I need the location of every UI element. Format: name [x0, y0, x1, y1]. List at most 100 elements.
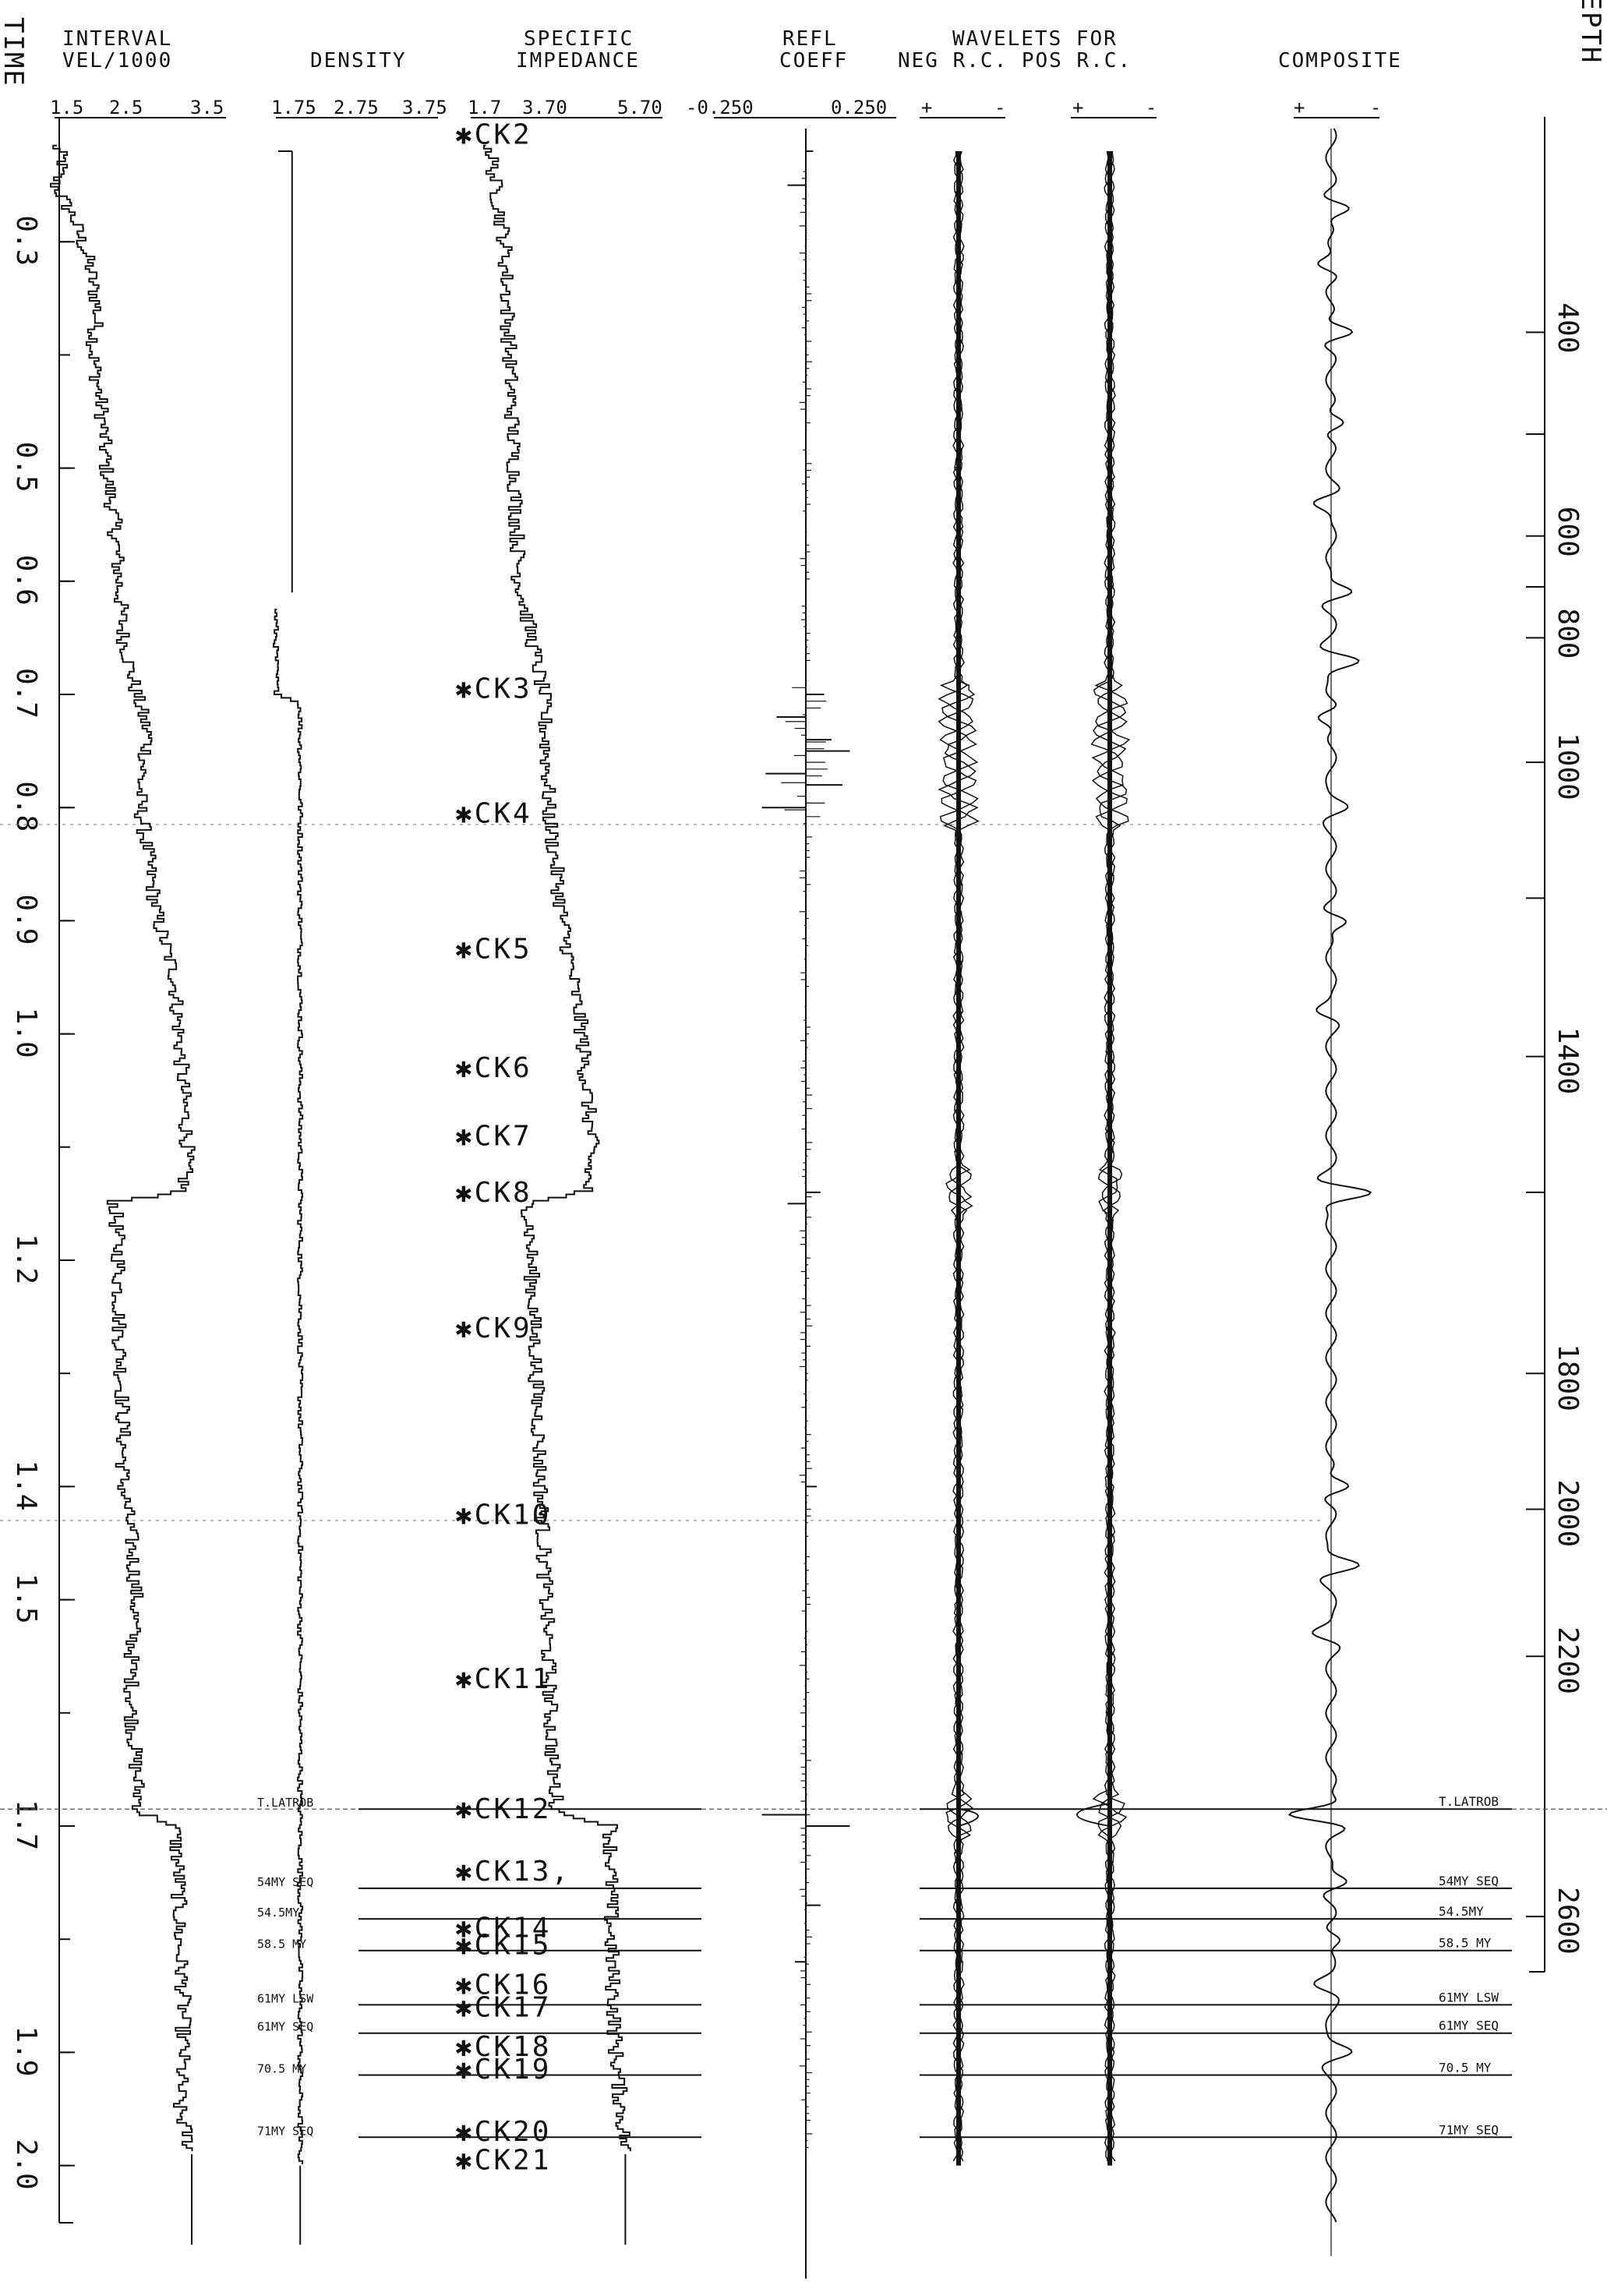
checkshot-label: ✱CK10 — [455, 1499, 551, 1531]
interval-velocity-track — [50, 144, 196, 2245]
time-tick-label: 1.0 — [10, 1008, 42, 1058]
refl-scale-2: 0.250 — [831, 97, 887, 118]
header-impedance-2: IMPEDANCE — [516, 49, 640, 72]
checkshot-label: ✱CK5 — [455, 934, 532, 966]
time-tick-label: 2.0 — [10, 2139, 42, 2190]
checkshot-label: ✱CK12 — [455, 1793, 551, 1825]
pos-wavelet-minus: - — [1146, 97, 1157, 118]
wavelet-curve — [1091, 150, 1131, 2162]
horizon-label-left: T.LATROB — [257, 1796, 313, 1810]
horizon-label-left: 71MY SEQ — [257, 2124, 313, 2138]
neg-wavelet-plus: + — [921, 97, 932, 118]
time-tick-label: 1.5 — [10, 1574, 42, 1624]
horizon-label-right: 58.5 MY — [1439, 1936, 1492, 1951]
vel-scale-3: 3.5 — [190, 97, 224, 118]
depth-tick-label: 400 — [1552, 302, 1584, 353]
header-interval-velocity-2: VEL/1000 — [62, 49, 172, 72]
checkshot-label: ✱CK13, — [455, 1856, 570, 1888]
horizon-label-right: 54.5MY — [1439, 1904, 1484, 1919]
time-tick-label: 0.6 — [10, 555, 42, 606]
density-track — [273, 150, 304, 2245]
header-refl-2: COEFF — [779, 49, 848, 72]
time-tick-label: 0.9 — [10, 894, 42, 945]
specific-impedance-track — [483, 144, 631, 2245]
checkshot-label: ✱CK17 — [455, 1991, 551, 2023]
checkshot-label: ✱CK21 — [455, 2144, 551, 2176]
horizon-label-left: 61MY LSW — [257, 1991, 314, 2005]
horizon-label-left: 54.5MY — [257, 1906, 299, 1920]
interval-velocity-curve — [50, 144, 196, 2152]
specific-impedance-curve — [483, 144, 631, 2152]
pos-rc-wavelet-track — [1076, 150, 1131, 2166]
imp-scale-1: 1.7 — [468, 97, 501, 118]
header-wavelets-2: NEG R.C. POS R.C. — [898, 49, 1132, 72]
checkshot-label: ✱CK8 — [455, 1177, 532, 1209]
time-tick-label: 1.9 — [10, 2026, 42, 2076]
horizon-lines: T.LATROB T.LATROB 54MY SEQ 54MY SEQ 54.5MY 54… — [0, 824, 1607, 2139]
horizon-label-right: T.LATROB — [1439, 1794, 1499, 1809]
header-impedance-1: SPECIFIC — [524, 27, 634, 51]
checkshot-label: ✱CK18 — [455, 2031, 551, 2063]
dens-scale-2: 2.75 — [334, 97, 379, 118]
depth-axis-title: DEPTH — [1575, 0, 1606, 64]
time-tick-label: 1.2 — [10, 1234, 42, 1284]
depth-tick-label: 800 — [1552, 608, 1584, 659]
composite-trace-track — [1287, 128, 1372, 2256]
composite-minus: - — [1370, 97, 1381, 118]
wavelet-curve — [1092, 150, 1128, 2162]
checkshot-label: ✱CK15 — [455, 1929, 551, 1961]
imp-scale-3: 5.70 — [617, 97, 662, 118]
time-tick-label: 1.4 — [10, 1460, 42, 1510]
horizon-label-left: 70.5 MY — [257, 2061, 306, 2075]
dens-scale-1: 1.75 — [271, 97, 316, 118]
checkshot-label: ✱CK4 — [455, 797, 532, 829]
wavelet-curve — [938, 150, 980, 2162]
pos-wavelet-plus: + — [1072, 97, 1083, 118]
horizon-label-right: 61MY SEQ — [1439, 2019, 1499, 2033]
time-tick-label: 0.8 — [10, 781, 42, 832]
horizon-label-left: 54MY SEQ — [257, 1875, 313, 1889]
checkshot-label: ✱CK6 — [455, 1052, 532, 1084]
wavelet-curve — [938, 150, 979, 2162]
density-lower-curve — [273, 609, 304, 2165]
depth-tick-label: 2200 — [1552, 1627, 1584, 1694]
checkshot-label: ✱CK14 — [455, 1913, 551, 1945]
scale-labels: 1.5 2.5 3.5 1.75 2.75 3.75 1.7 3.70 5.70… — [50, 97, 1381, 118]
neg-wavelet-minus: - — [994, 97, 1005, 118]
imp-scale-2: 3.70 — [522, 97, 567, 118]
time-tick-label: 0.7 — [10, 668, 42, 719]
depth-axis-ticks: 400 600 800 1000 1400 1800 2000 2200 2600 — [1526, 302, 1584, 1973]
wavelet-curve — [1090, 150, 1128, 2161]
composite-plus: + — [1294, 97, 1305, 118]
header-interval-velocity-1: INTERVAL — [62, 27, 172, 51]
vel-scale-1: 1.5 — [50, 97, 83, 118]
checkshot-label: ✱CK16 — [455, 1969, 551, 2001]
checkshot-label: ✱CK3 — [455, 673, 532, 705]
depth-tick-label: 600 — [1552, 507, 1584, 557]
horizon-label-right: 71MY SEQ — [1439, 2122, 1499, 2137]
depth-tick-label: 1000 — [1552, 733, 1584, 800]
wavelet-curve — [938, 150, 979, 2162]
depth-tick-label: 2000 — [1552, 1479, 1584, 1547]
time-axis-ticks: 0.3 0.5 0.6 0.7 0.8 0.9 1.0 1.2 1.4 1.5 1.7 1.9 2.0 — [10, 215, 75, 2224]
dens-scale-3: 3.75 — [402, 97, 447, 118]
horizon-label-right: 61MY LSW — [1439, 1990, 1499, 2005]
horizon-label-left: 58.5 MY — [257, 1937, 306, 1952]
depth-tick-label: 1800 — [1552, 1344, 1584, 1411]
header-density: DENSITY — [310, 49, 407, 72]
checkshot-label: ✱CK19 — [455, 2054, 551, 2086]
vel-scale-2: 2.5 — [109, 97, 143, 118]
neg-tlatrob-lobe — [958, 1808, 979, 1827]
header-refl-1: REFL — [782, 27, 838, 51]
checkshot-label: ✱CK7 — [455, 1120, 532, 1152]
header-composite: COMPOSITE — [1278, 49, 1402, 72]
checkshot-label: ✱CK2 — [455, 118, 532, 150]
reflection-coefficient-track — [761, 129, 850, 2279]
neg-rc-wavelet-track — [938, 150, 980, 2166]
time-tick-label: 1.7 — [10, 1800, 42, 1850]
refl-scale-1: -0.250 — [686, 97, 754, 118]
time-axis-title: TIME — [0, 17, 29, 87]
horizon-label-left: 61MY SEQ — [257, 2020, 313, 2034]
horizon-label-right: 70.5 MY — [1439, 2060, 1492, 2075]
